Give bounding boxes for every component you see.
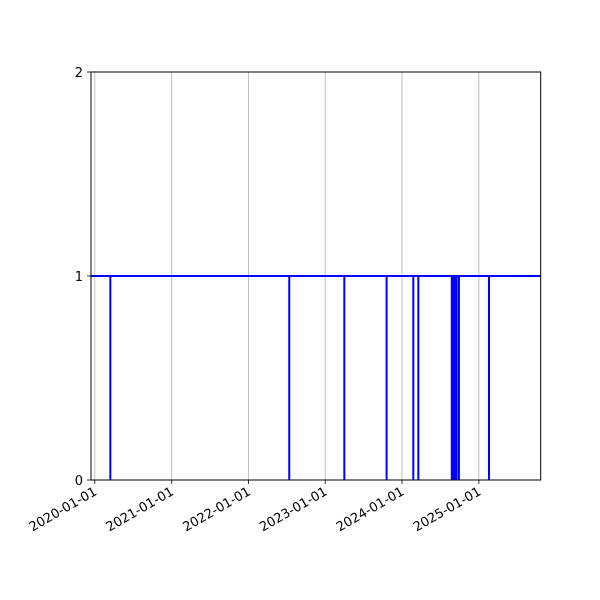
x-tick-label: 2021-01-01	[104, 484, 177, 535]
series-line	[91, 275, 541, 480]
x-tick-label: 2024-01-01	[334, 484, 407, 535]
x-tick-label: 2020-01-01	[27, 484, 100, 535]
x-tick-label: 2022-01-01	[181, 484, 254, 535]
y-tick-label: 1	[75, 270, 83, 285]
y-tick-label: 2	[75, 66, 83, 81]
x-tick-label: 2023-01-01	[257, 484, 330, 535]
y-axis: 0 1 2	[75, 66, 91, 489]
y-tick-label: 0	[75, 474, 83, 489]
x-tick-label: 2025-01-01	[411, 484, 484, 535]
x-axis: 2020-01-01 2021-01-01 2022-01-01 2023-01-01…	[27, 480, 484, 535]
